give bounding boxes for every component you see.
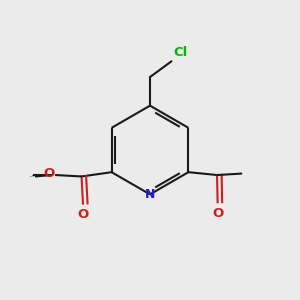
Text: methyl: methyl [30, 176, 35, 177]
Text: N: N [145, 188, 155, 201]
Text: methyl: methyl [32, 175, 37, 176]
Text: O: O [43, 167, 54, 180]
Text: Cl: Cl [173, 46, 187, 59]
Text: O: O [77, 208, 88, 221]
Text: O: O [212, 206, 223, 220]
